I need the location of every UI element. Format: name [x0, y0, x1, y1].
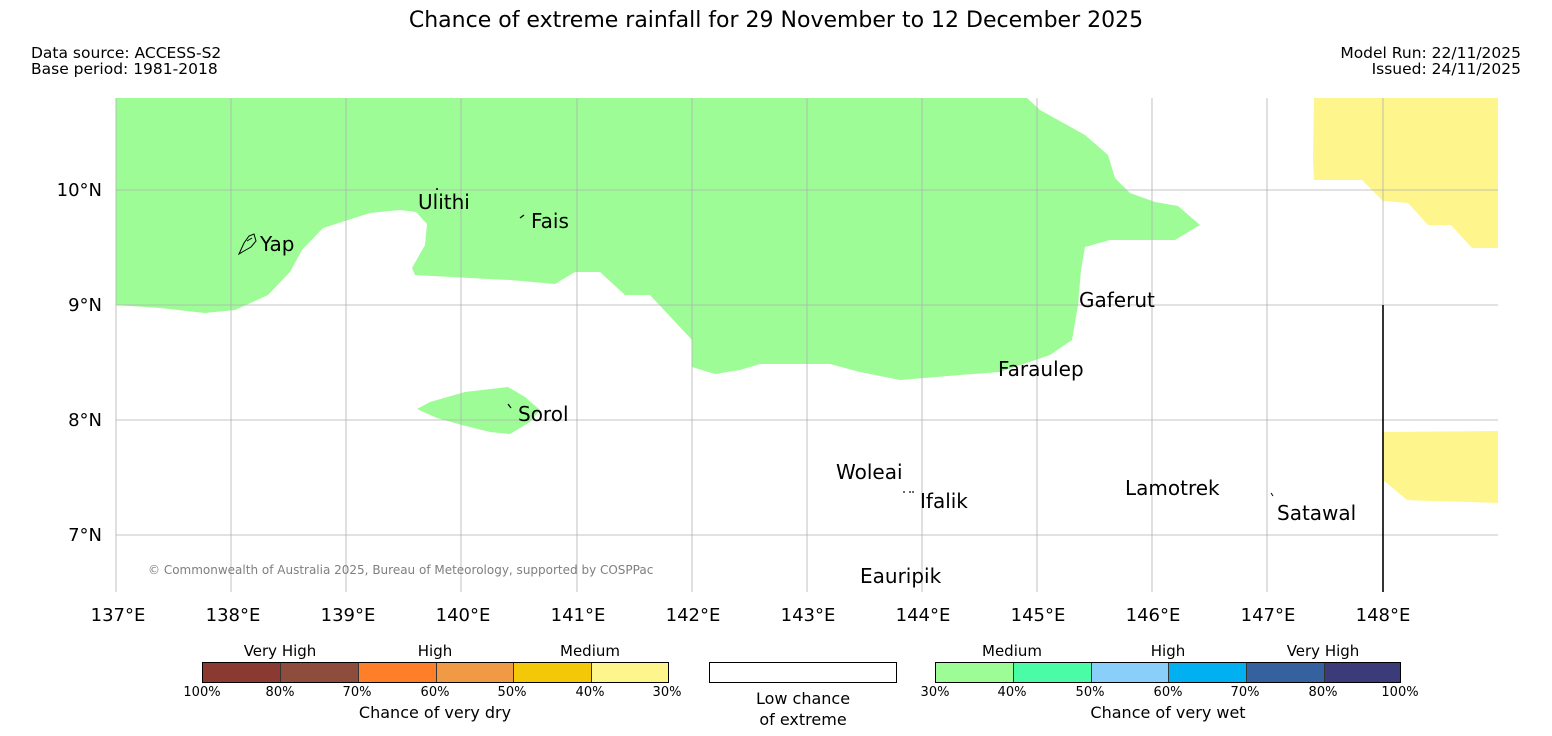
metadata-left: Data source: ACCESS-S2 Base period: 1981…: [31, 45, 221, 77]
copyright-text: © Commonwealth of Australia 2025, Bureau…: [148, 563, 653, 577]
model-run: Model Run: 22/11/2025: [1340, 44, 1521, 62]
ifalik-island-b: [912, 491, 914, 493]
dry-category-high: High: [417, 642, 453, 660]
dry-colorbar: [202, 662, 669, 683]
place-label-woleai: Woleai: [836, 460, 903, 484]
dry-tick-60: 60%: [420, 685, 450, 700]
dry-swatch-30-40: [591, 663, 668, 682]
place-label-faraulep: Faraulep: [998, 357, 1084, 381]
wet-swatch-50-60: [1091, 663, 1168, 682]
dry-tick-30: 30%: [652, 685, 682, 700]
lat-label-9n: 9°N: [68, 295, 102, 316]
wet-tick-30: 30%: [920, 685, 950, 700]
lon-label-146e: 146°E: [1126, 605, 1181, 626]
dry-colorbar-title: Chance of very dry: [358, 703, 512, 722]
wet-swatch-70-80: [1246, 663, 1324, 682]
place-label-sorol: Sorol: [518, 402, 569, 426]
ifalik-island-a: [909, 491, 911, 493]
wet-swatch-60-70: [1168, 663, 1246, 682]
dry-tick-40: 40%: [575, 685, 605, 700]
lon-label-137e: 137°E: [91, 605, 146, 626]
dry-tick-80: 80%: [265, 685, 295, 700]
low-chance-label: Low chance of extreme: [756, 688, 850, 730]
dry-tick-50: 50%: [497, 685, 527, 700]
issued-date: Issued: 24/11/2025: [1371, 60, 1521, 78]
lon-label-148e: 148°E: [1356, 605, 1411, 626]
lon-label-147e: 147°E: [1241, 605, 1296, 626]
wet-swatch-30-40: [936, 663, 1013, 682]
dry-tick-70: 70%: [342, 685, 372, 700]
wet-category-very-high: Very High: [1286, 642, 1360, 660]
wet-tick-80: 80%: [1308, 685, 1338, 700]
lon-label-142e: 142°E: [666, 605, 721, 626]
ulithi-island: [436, 188, 438, 190]
lat-label-10n: 10°N: [57, 180, 102, 201]
place-label-lamotrek: Lamotrek: [1125, 476, 1220, 500]
low-chance-label-line2: of extreme: [759, 710, 847, 729]
place-label-ifalik: Ifalik: [920, 489, 968, 513]
lon-label-138e: 138°E: [206, 605, 261, 626]
base-period: Base period: 1981-2018: [31, 60, 218, 78]
dry-tick-100: 100%: [183, 685, 221, 700]
place-label-eauripik: Eauripik: [860, 564, 942, 588]
lat-label-8n: 8°N: [68, 410, 102, 431]
wet-category-medium: Medium: [982, 642, 1042, 660]
rainfall-map: Yap Ulithi Fais Sorol Gaferut Faraulep W…: [57, 98, 1498, 626]
dry-category-medium: Medium: [560, 642, 620, 660]
metadata-right: Model Run: 22/11/2025 Issued: 24/11/2025: [1340, 45, 1521, 77]
dry-swatch-80-100: [203, 663, 280, 682]
lat-label-7n: 7°N: [68, 525, 102, 546]
dry-swatch-60-70: [358, 663, 436, 682]
dry-medium-region-south: [1383, 431, 1498, 503]
lon-label-145e: 145°E: [1011, 605, 1066, 626]
lon-label-141e: 141°E: [551, 605, 606, 626]
lon-label-140e: 140°E: [436, 605, 491, 626]
data-source: Data source: ACCESS-S2: [31, 44, 222, 62]
place-label-satawal: Satawal: [1277, 501, 1356, 525]
lon-label-143e: 143°E: [781, 605, 836, 626]
wet-medium-region-sorol: [417, 387, 540, 434]
dry-category-very-high: Very High: [243, 642, 317, 660]
map-title: Chance of extreme rainfall for 29 Novemb…: [408, 8, 1144, 33]
yap-island-outline: [237, 233, 257, 256]
lon-label-144e: 144°E: [896, 605, 951, 626]
wet-medium-region: [116, 98, 1200, 380]
grid-lines: [115, 98, 1498, 592]
place-label-ulithi: Ulithi: [418, 190, 470, 214]
woleai-island: [903, 491, 905, 493]
dry-swatch-70-80: [280, 663, 358, 682]
low-chance-swatch: [709, 662, 897, 683]
satawal-island: [1270, 492, 1274, 497]
wet-tick-40: 40%: [997, 685, 1027, 700]
wet-tick-70: 70%: [1230, 685, 1260, 700]
lon-label-139e: 139°E: [321, 605, 376, 626]
wet-tick-100: 100%: [1381, 685, 1419, 700]
fais-island: [519, 214, 525, 219]
place-label-gaferut: Gaferut: [1079, 288, 1155, 312]
wet-colorbar: [935, 662, 1401, 683]
dry-medium-region-north: [1313, 98, 1498, 248]
wet-swatch-40-50: [1013, 663, 1091, 682]
wet-tick-60: 60%: [1153, 685, 1183, 700]
dry-swatch-40-50: [513, 663, 591, 682]
low-chance-label-line1: Low chance: [755, 689, 851, 708]
dry-swatch-50-60: [436, 663, 513, 682]
place-label-fais: Fais: [531, 209, 569, 233]
sorol-island: [507, 403, 512, 409]
wet-tick-50: 50%: [1075, 685, 1105, 700]
wet-colorbar-title: Chance of very wet: [1090, 703, 1246, 722]
wet-category-high: High: [1150, 642, 1186, 660]
wet-swatch-80-100: [1324, 663, 1400, 682]
place-label-yap: Yap: [259, 232, 294, 256]
